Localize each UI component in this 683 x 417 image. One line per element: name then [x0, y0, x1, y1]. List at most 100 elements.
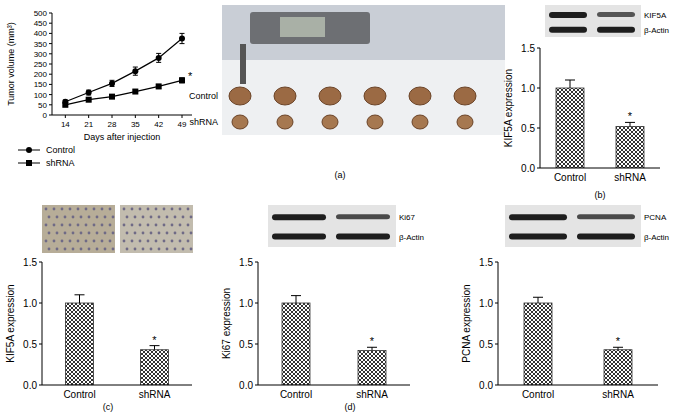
ihc-cell — [45, 240, 48, 243]
ihc-cell — [112, 216, 115, 219]
y-tick — [537, 48, 540, 49]
ihc-cell — [61, 240, 64, 243]
ihc-cell — [77, 240, 80, 243]
ihc-cell — [53, 224, 56, 227]
error-bar — [150, 346, 160, 350]
ihc-cell — [134, 216, 137, 219]
y-tick-label: 1.5 — [479, 257, 493, 268]
band — [272, 214, 326, 220]
x-tick — [182, 115, 183, 118]
y-axis — [42, 262, 43, 385]
ihc-cell — [182, 248, 185, 251]
ihc-cell — [187, 224, 190, 227]
ihc-cell — [45, 224, 48, 227]
y-tick — [495, 385, 498, 386]
ihc-cell — [179, 208, 182, 211]
ihc-cell — [64, 216, 67, 219]
x-tick-label: shRNA — [602, 389, 634, 400]
plot-area — [62, 33, 185, 107]
blot-label: β-Actin — [644, 233, 669, 242]
ihc-cell — [69, 240, 72, 243]
ihc-cell — [93, 224, 96, 227]
ihc-cell — [93, 208, 96, 211]
ihc-cell — [104, 232, 107, 235]
point — [86, 90, 92, 96]
ihc-cell — [123, 208, 126, 211]
ihc-cell — [48, 232, 51, 235]
plot-area — [556, 80, 644, 168]
legend-label: shRNA — [46, 158, 75, 168]
ihc-cell — [158, 248, 161, 251]
y-tick-label: 1.5 — [23, 257, 37, 268]
ihc-cell — [80, 248, 83, 251]
ihc-cell — [123, 240, 126, 243]
ihc-cell — [93, 240, 96, 243]
ihc-cell — [61, 208, 64, 211]
tumor — [412, 115, 428, 129]
point — [109, 94, 115, 100]
ihc-cell — [72, 232, 75, 235]
y-tick-label: 250 — [34, 60, 48, 69]
ihc-cell — [174, 232, 177, 235]
band — [336, 234, 390, 240]
tumor — [364, 87, 386, 105]
band — [509, 234, 567, 240]
background — [0, 0, 683, 417]
ihc-images — [42, 205, 193, 253]
error-bar — [625, 122, 635, 126]
y-tick-label: 0.0 — [479, 380, 493, 391]
ihc-cell — [104, 248, 107, 251]
blot-label: PCNA — [644, 213, 667, 222]
x-tick — [135, 115, 136, 118]
point — [62, 102, 68, 108]
y-tick — [537, 168, 540, 169]
ihc-cell — [109, 224, 112, 227]
ihc-cell — [131, 208, 134, 211]
y-tick-label: 150 — [34, 80, 48, 89]
point — [179, 36, 185, 42]
y-tick — [49, 33, 52, 34]
error-bar — [180, 33, 185, 43]
ihc-cell — [131, 224, 134, 227]
x-tick-label: Control — [63, 389, 95, 400]
bar — [282, 303, 310, 385]
ihc-cell — [109, 240, 112, 243]
blot-label: KIF5A — [644, 11, 667, 20]
y-tick-label: 100 — [34, 91, 48, 100]
ihc-cell — [101, 224, 104, 227]
ihc-cell — [85, 240, 88, 243]
ihc-cell — [155, 240, 158, 243]
photo-bg — [222, 5, 505, 135]
x-tick-label: 49 — [178, 120, 187, 129]
annotation: * — [152, 334, 157, 346]
series-line — [65, 39, 182, 102]
tumor — [232, 115, 248, 129]
western-blot — [268, 205, 396, 247]
y-axis-label: KIF5A expression — [503, 69, 514, 147]
y-tick — [49, 64, 52, 65]
y-tick — [39, 262, 42, 263]
y-tick — [39, 303, 42, 304]
x-tick-label: 14 — [61, 120, 70, 129]
y-tick-label: 1.5 — [521, 43, 535, 54]
y-tick-label: 0.5 — [479, 339, 493, 350]
series-line — [65, 80, 182, 104]
x-axis — [52, 115, 192, 116]
ihc-image — [120, 205, 193, 253]
annotation: * — [616, 335, 621, 347]
tumor — [367, 115, 383, 129]
band — [549, 12, 587, 18]
ihc-cell — [139, 240, 142, 243]
x-tick-label: 28 — [108, 120, 117, 129]
photo-table — [222, 60, 505, 135]
ihc-cell — [80, 232, 83, 235]
y-tick-label: 300 — [34, 50, 48, 59]
ihc-cell — [182, 232, 185, 235]
ihc-cell — [88, 232, 91, 235]
band — [577, 214, 635, 219]
ihc-cell — [174, 216, 177, 219]
ihc-cell — [56, 232, 59, 235]
bar — [66, 303, 94, 385]
ihc-cell — [139, 208, 142, 211]
caliper-display — [280, 17, 325, 37]
